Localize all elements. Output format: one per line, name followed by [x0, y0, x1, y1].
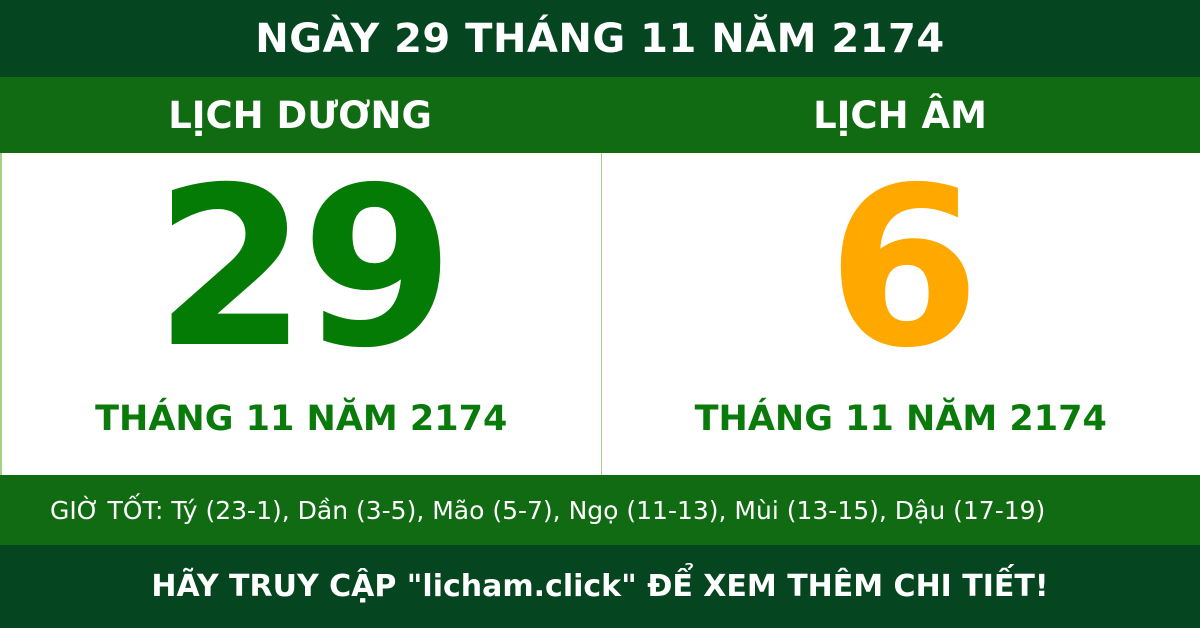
solar-heading: LỊCH DƯƠNG — [168, 93, 432, 137]
calendar-body: 29 THÁNG 11 NĂM 2174 6 THÁNG 11 NĂM 2174 — [0, 143, 1200, 475]
lunar-heading: LỊCH ÂM — [813, 93, 987, 137]
solar-day: 29 — [154, 140, 454, 396]
calendar-headings: LỊCH DƯƠNG LỊCH ÂM — [0, 77, 1200, 153]
page-title: NGÀY 29 THÁNG 11 NĂM 2174 — [0, 0, 1200, 77]
solar-column: 29 THÁNG 11 NĂM 2174 — [2, 143, 602, 475]
solar-month-year: THÁNG 11 NĂM 2174 — [95, 399, 508, 439]
good-hours: GIỜ TỐT: Tý (23-1), Dần (3-5), Mão (5-7)… — [0, 475, 1200, 545]
lunar-month-year: THÁNG 11 NĂM 2174 — [694, 399, 1107, 439]
footer-cta: HÃY TRUY CẬP "licham.click" ĐỂ XEM THÊM … — [0, 545, 1200, 628]
lunar-column: 6 THÁNG 11 NĂM 2174 — [602, 143, 1200, 475]
lunar-day: 6 — [827, 140, 980, 396]
